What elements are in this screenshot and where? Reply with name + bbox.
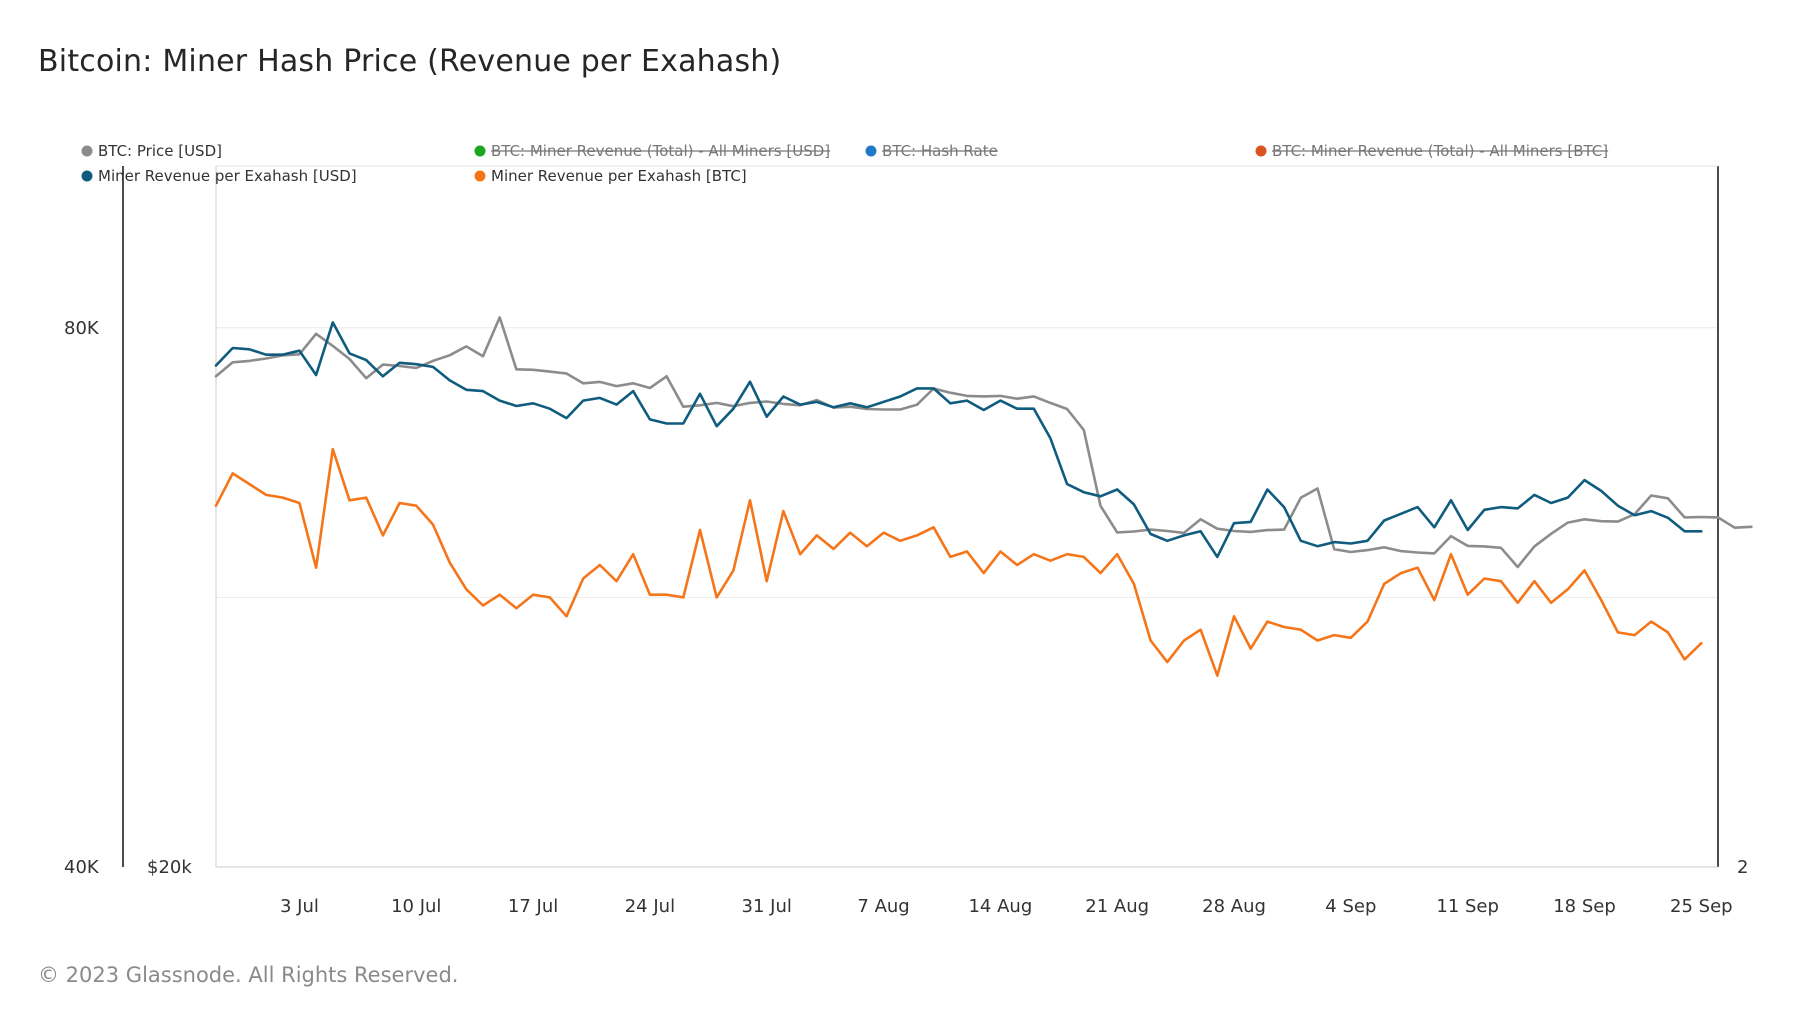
x-tick-label: 7 Aug [857,896,909,917]
x-tick-label: 24 Jul [625,896,675,917]
series-line-miner-revenue-per-exahash-btc [214,447,1703,677]
legend-marker-btc-miner-revenue-total-all-miners-btc [1255,145,1267,157]
x-tick-label: 18 Sep [1553,896,1616,917]
x-tick-label: 10 Jul [391,896,441,917]
x-tick-label: 25 Sep [1670,896,1733,917]
x-tick-label: 21 Aug [1085,896,1149,917]
y-tick-left-outer: 80K [64,318,100,339]
series-line-miner-revenue-per-exahash-usd [214,321,1703,559]
legend-marker-btc-miner-revenue-total-all-miners-usd [474,145,486,157]
series-line-btc-price-usd [214,316,1753,569]
legend-marker-miner-revenue-per-exahash-btc [474,170,486,182]
legend-label-btc-price-usd[interactable]: BTC: Price [USD] [98,142,222,160]
legend-marker-miner-revenue-per-exahash-usd [81,170,93,182]
x-tick-label: 17 Jul [508,896,558,917]
y-tick-left-outer: 40K [64,857,100,878]
legend-marker-btc-hash-rate [865,145,877,157]
legend-label-miner-revenue-per-exahash-btc[interactable]: Miner Revenue per Exahash [BTC] [491,167,747,185]
chart-title: Bitcoin: Miner Hash Price (Revenue per E… [38,44,782,79]
y-tick-left-inner: $20k [147,857,192,878]
x-tick-label: 14 Aug [968,896,1032,917]
x-tick-label: 11 Sep [1436,896,1499,917]
x-tick-label: 4 Sep [1325,896,1376,917]
x-tick-label: 31 Jul [742,896,792,917]
x-tick-label: 28 Aug [1202,896,1266,917]
copyright-footer: © 2023 Glassnode. All Rights Reserved. [38,963,459,987]
y-tick-right: 2 [1737,857,1748,878]
legend-label-miner-revenue-per-exahash-usd[interactable]: Miner Revenue per Exahash [USD] [98,167,357,185]
legend-marker-btc-price-usd [81,145,93,157]
x-tick-label: 3 Jul [280,896,319,917]
